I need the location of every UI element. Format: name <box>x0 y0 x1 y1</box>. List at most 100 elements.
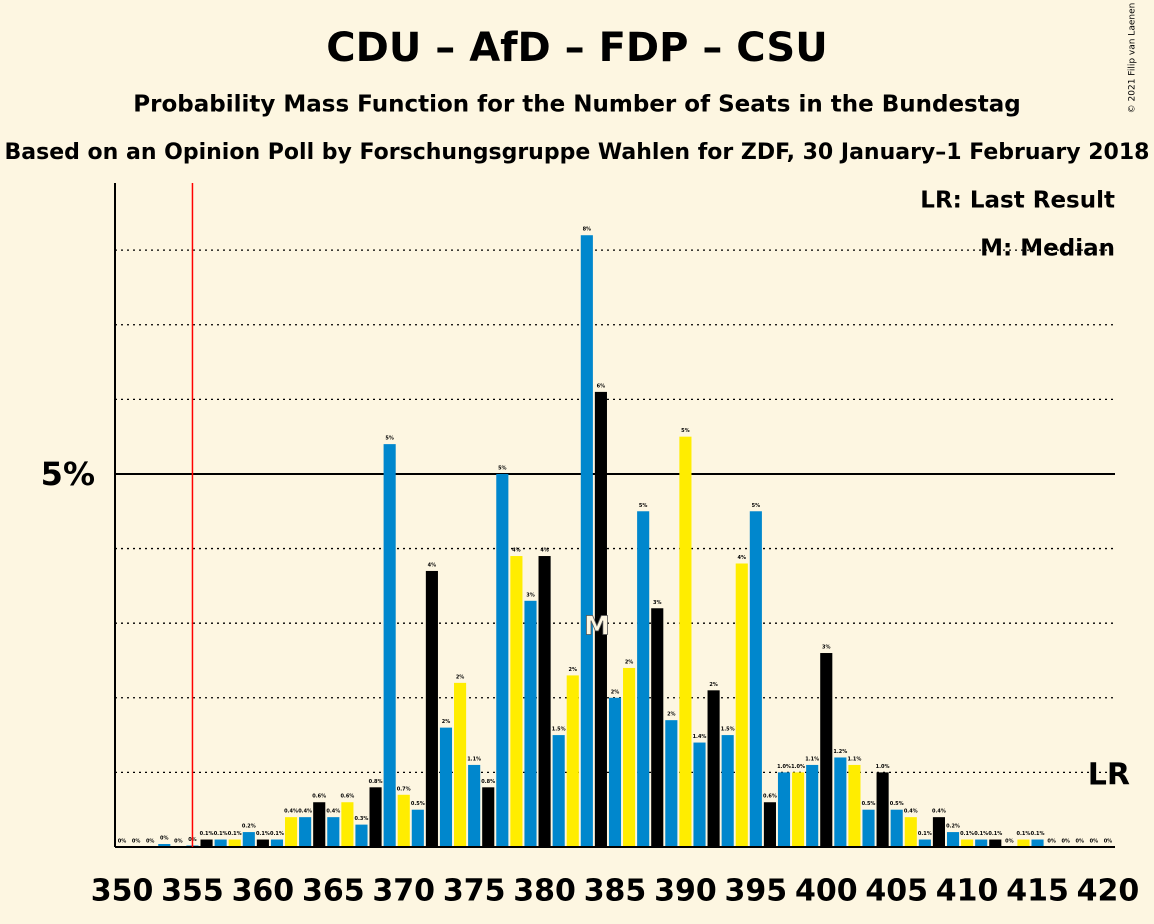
bar <box>792 772 805 847</box>
value-label: 2% <box>709 682 718 688</box>
bar <box>961 839 974 847</box>
last-result-label: LR <box>1088 758 1130 793</box>
value-label: 0% <box>1047 839 1056 845</box>
value-label: 5% <box>498 465 507 471</box>
x-tick-label: 380 <box>513 874 576 909</box>
value-label: 0.4% <box>904 809 918 815</box>
bar <box>482 787 495 847</box>
bar <box>806 764 819 847</box>
value-label: 0.5% <box>411 801 425 807</box>
value-label: 2% <box>667 712 676 718</box>
value-label: 1.5% <box>552 727 566 733</box>
value-label: 1.1% <box>467 756 481 762</box>
value-label: 5% <box>639 503 648 509</box>
value-label: 4% <box>512 548 521 554</box>
bar <box>989 839 1002 847</box>
bar <box>651 608 664 847</box>
bar <box>411 809 424 847</box>
value-label: 2% <box>611 689 620 695</box>
bar <box>439 727 453 847</box>
x-tick-label: 365 <box>302 874 365 909</box>
value-label: 0% <box>132 839 141 845</box>
value-label: 0.1% <box>960 831 974 837</box>
value-label: 4% <box>540 548 549 554</box>
x-tick-label: 395 <box>725 874 788 909</box>
bar <box>707 690 720 847</box>
value-label: 0.8% <box>481 779 495 785</box>
value-label: 6% <box>597 383 606 389</box>
bar <box>904 817 917 847</box>
x-tick-label: 400 <box>795 874 858 909</box>
bar <box>735 563 748 847</box>
value-label: 0.1% <box>988 831 1002 837</box>
value-label: 4% <box>428 562 437 568</box>
bar <box>327 817 340 847</box>
value-label: 0.2% <box>946 824 960 830</box>
value-label: 0% <box>1104 839 1113 845</box>
bar <box>749 511 762 847</box>
value-label: 0.6% <box>312 794 326 800</box>
bar <box>721 735 734 847</box>
bar <box>932 817 945 847</box>
bar <box>1031 839 1044 847</box>
value-label: 5% <box>385 436 394 442</box>
bar <box>397 794 410 847</box>
bar <box>665 720 678 847</box>
bar <box>242 832 255 847</box>
chart-subtitle: Probability Mass Function for the Number… <box>133 92 1020 118</box>
bar <box>637 511 650 847</box>
legend-entry: LR: Last Result <box>920 188 1115 214</box>
x-tick-label: 360 <box>232 874 295 909</box>
value-label: 0.1% <box>918 831 932 837</box>
bar <box>975 839 988 847</box>
x-tick-label: 350 <box>91 874 154 909</box>
bar <box>228 839 241 847</box>
value-label: 1.2% <box>833 749 847 755</box>
bar <box>848 764 861 847</box>
bar <box>256 839 269 847</box>
value-label: 0.3% <box>355 816 369 822</box>
bar <box>299 817 312 847</box>
value-label: 1.0% <box>777 764 791 770</box>
bar <box>552 735 565 847</box>
value-label: 0.4% <box>284 809 298 815</box>
value-label: 5% <box>752 503 761 509</box>
bar <box>425 570 438 847</box>
bar <box>594 391 607 847</box>
bar <box>454 682 467 847</box>
copyright: © 2021 Filip van Laenen <box>1128 3 1138 114</box>
value-label: 3% <box>526 592 535 598</box>
value-label: 0% <box>174 839 183 845</box>
value-label: 3% <box>822 645 831 651</box>
bar <box>538 556 551 847</box>
median-label: M <box>584 612 610 642</box>
bar <box>158 844 171 847</box>
bar <box>214 839 227 847</box>
value-label: 0.2% <box>242 824 256 830</box>
bar <box>496 473 509 847</box>
x-tick-label: 385 <box>584 874 647 909</box>
chart-subtitle: Based on an Opinion Poll by Forschungsgr… <box>5 140 1150 165</box>
x-tick-label: 405 <box>865 874 928 909</box>
bar <box>623 667 636 847</box>
x-tick-label: 410 <box>936 874 999 909</box>
value-label: 0.4% <box>326 809 340 815</box>
value-label: 0.4% <box>932 809 946 815</box>
bar <box>693 742 706 847</box>
x-tick-label: 375 <box>443 874 506 909</box>
x-tick-label: 370 <box>372 874 435 909</box>
value-label: 0.6% <box>340 794 354 800</box>
value-label: 1.4% <box>693 734 707 740</box>
value-label: 0.1% <box>1017 831 1031 837</box>
value-label: 2% <box>456 674 465 680</box>
bar <box>890 809 903 847</box>
value-label: 0.1% <box>270 831 284 837</box>
value-label: 3% <box>653 600 662 606</box>
bar <box>369 787 382 847</box>
value-label: 0% <box>1090 839 1099 845</box>
value-label: 0% <box>160 836 169 842</box>
value-label: 0% <box>146 839 155 845</box>
bar <box>200 839 213 847</box>
